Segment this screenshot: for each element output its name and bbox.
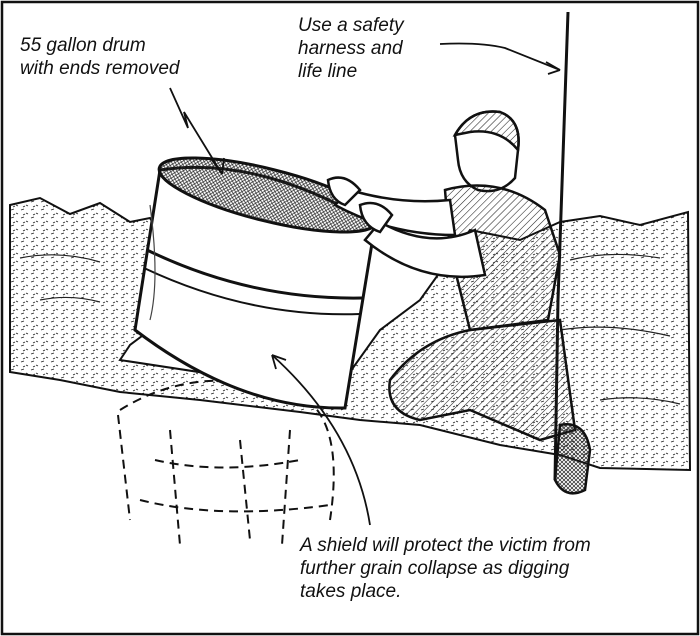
- drum-caption-line: 55 gallon drum: [20, 35, 146, 56]
- shield-caption-line: further grain collapse as digging: [300, 558, 570, 579]
- drum-icon: [133, 156, 379, 410]
- harness-arrowhead-icon: [545, 61, 561, 75]
- drum-label-arrow: [169, 87, 223, 175]
- drum-caption-line: with ends removed: [20, 58, 180, 79]
- drum-caption: 55 gallon drum with ends removed: [20, 34, 179, 80]
- harness-caption-line: Use a safety: [298, 15, 404, 36]
- harness-caption-line: harness and: [298, 38, 403, 59]
- shield-caption-line: takes place.: [300, 581, 402, 602]
- harness-label-arrow: [439, 42, 561, 71]
- shield-arrowhead-icon: [271, 354, 287, 370]
- harness-caption: Use a safety harness and life line: [298, 14, 404, 83]
- shield-caption-line: A shield will protect the victim from: [300, 535, 591, 556]
- grain-texture: [19, 253, 681, 405]
- drum-arrowhead-icon: [211, 157, 225, 175]
- shield-caption: A shield will protect the victim from fu…: [300, 534, 591, 603]
- rescuer: [326, 110, 592, 495]
- harness-caption-line: life line: [298, 61, 358, 82]
- shield-label-arrow: [271, 354, 371, 526]
